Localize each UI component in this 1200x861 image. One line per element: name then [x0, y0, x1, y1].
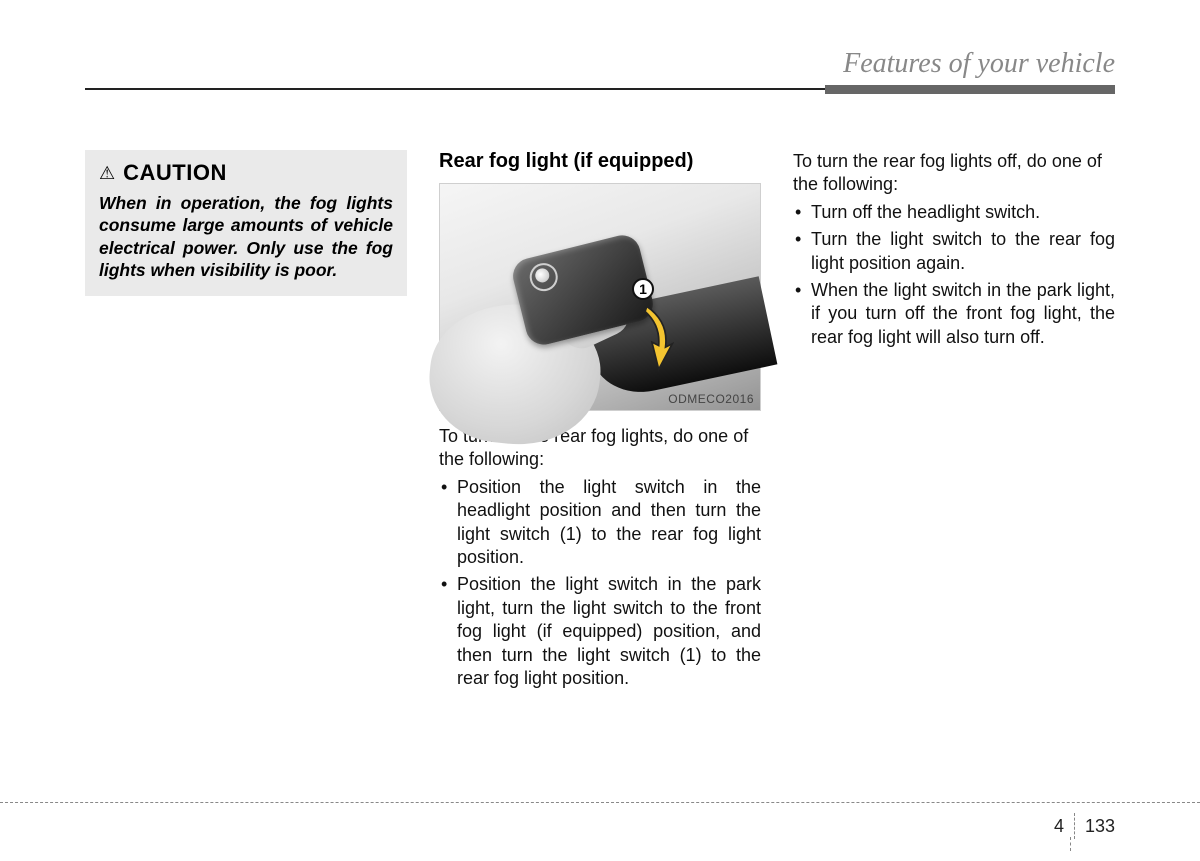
warning-icon: ⚠ — [99, 164, 115, 182]
caution-title: CAUTION — [123, 160, 227, 186]
caution-body: When in operation, the fog lights consum… — [99, 192, 393, 282]
page-index: 133 — [1085, 816, 1115, 837]
section-heading: Features of your vehicle — [843, 48, 1115, 80]
caution-header: ⚠ CAUTION — [99, 160, 393, 186]
col3-bullets: Turn off the headlight switch. Turn the … — [793, 201, 1115, 349]
column-2: Rear fog light (if equipped) 1 ODMECO201… — [439, 150, 761, 694]
col3-body: To turn the rear fog lights off, do one … — [793, 150, 1115, 349]
header-rule-bold — [825, 85, 1115, 94]
footer-rule — [0, 802, 1200, 803]
list-item: Position the light switch in the park li… — [439, 573, 761, 690]
chapter-number: 4 — [1054, 816, 1064, 837]
rotation-arrow-icon — [640, 302, 674, 372]
col3-intro: To turn the rear fog lights off, do one … — [793, 150, 1115, 197]
list-item: Position the light switch in the headlig… — [439, 476, 761, 570]
page-tail-rule — [1070, 837, 1071, 851]
callout-marker-1: 1 — [632, 278, 654, 300]
list-item: Turn off the headlight switch. — [793, 201, 1115, 224]
caution-box: ⚠ CAUTION When in operation, the fog lig… — [85, 150, 407, 296]
figure-code: ODMECO2016 — [668, 392, 754, 406]
col2-bullets: Position the light switch in the headlig… — [439, 476, 761, 691]
manual-page: Features of your vehicle ⚠ CAUTION When … — [0, 0, 1200, 861]
column-1: ⚠ CAUTION When in operation, the fog lig… — [85, 150, 407, 694]
list-item: When the light switch in the park light,… — [793, 279, 1115, 349]
page-number: 4 133 — [1054, 813, 1115, 839]
page-separator — [1074, 813, 1075, 839]
column-3: To turn the rear fog lights off, do one … — [793, 150, 1115, 694]
col2-body: To turn on the rear fog lights, do one o… — [439, 425, 761, 690]
rear-fog-title: Rear fog light (if equipped) — [439, 150, 761, 173]
list-item: Turn the light switch to the rear fog li… — [793, 228, 1115, 275]
fog-light-figure: 1 ODMECO2016 — [439, 183, 761, 411]
content-columns: ⚠ CAUTION When in operation, the fog lig… — [85, 150, 1115, 694]
light-icon — [534, 267, 551, 284]
page-header: Features of your vehicle — [85, 60, 1115, 100]
